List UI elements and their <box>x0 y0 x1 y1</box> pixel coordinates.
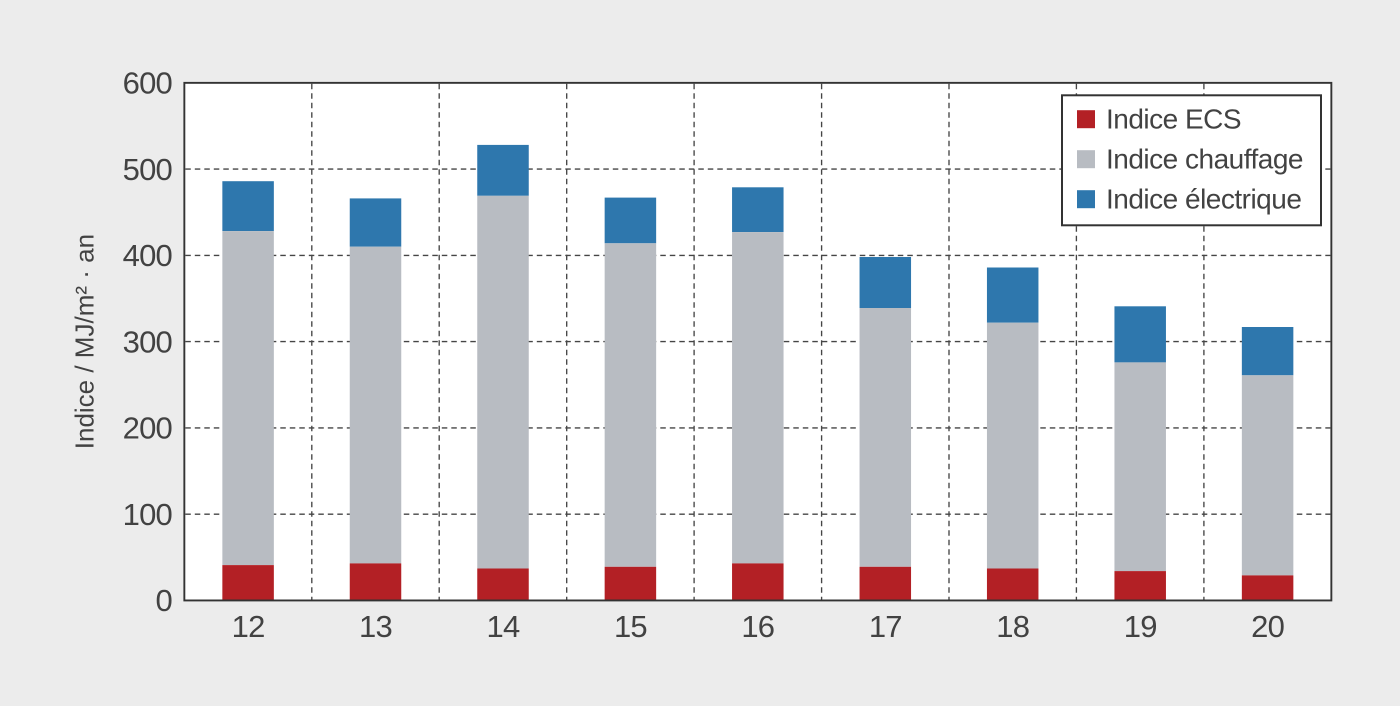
svg-text:500: 500 <box>123 152 173 187</box>
svg-text:200: 200 <box>123 411 173 446</box>
svg-text:Indice chauffage: Indice chauffage <box>1106 144 1303 175</box>
svg-text:600: 600 <box>123 66 173 101</box>
svg-text:Indice ECS: Indice ECS <box>1106 104 1241 135</box>
svg-text:100: 100 <box>123 497 173 532</box>
svg-text:13: 13 <box>359 609 392 644</box>
svg-text:20: 20 <box>1251 609 1284 644</box>
svg-text:300: 300 <box>123 324 173 359</box>
svg-text:16: 16 <box>741 609 774 644</box>
svg-text:0: 0 <box>156 583 173 618</box>
svg-text:18: 18 <box>996 609 1029 644</box>
svg-text:Indice / MJ/m² · an: Indice / MJ/m² · an <box>70 234 100 449</box>
svg-text:17: 17 <box>869 609 902 644</box>
svg-text:12: 12 <box>232 609 265 644</box>
svg-text:14: 14 <box>487 609 520 644</box>
svg-text:19: 19 <box>1124 609 1157 644</box>
svg-text:Indice électrique: Indice électrique <box>1106 184 1301 215</box>
svg-text:15: 15 <box>614 609 647 644</box>
svg-text:400: 400 <box>123 238 173 273</box>
